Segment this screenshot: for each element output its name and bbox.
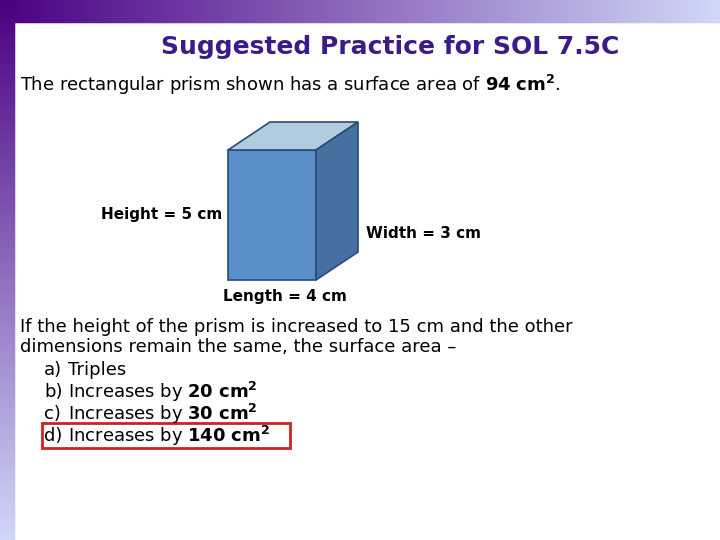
Text: Height = 5 cm: Height = 5 cm [101,207,222,222]
Text: a): a) [44,361,62,379]
Polygon shape [228,122,358,150]
Polygon shape [316,122,358,280]
Text: d): d) [44,427,63,445]
Text: Increases by $\mathbf{30\ cm^{2}}$: Increases by $\mathbf{30\ cm^{2}}$ [68,402,258,426]
Text: If the height of the prism is increased to 15 cm and the other: If the height of the prism is increased … [20,318,572,336]
Text: Suggested Practice for SOL 7.5C: Suggested Practice for SOL 7.5C [161,35,619,59]
Text: Increases by $\mathbf{140\ cm^{2}}$: Increases by $\mathbf{140\ cm^{2}}$ [68,424,270,448]
Text: Increases by $\mathbf{20\ cm^{2}}$: Increases by $\mathbf{20\ cm^{2}}$ [68,380,258,404]
Text: b): b) [44,383,63,401]
Polygon shape [228,150,316,280]
Text: Triples: Triples [68,361,126,379]
Text: Length = 4 cm: Length = 4 cm [222,288,346,303]
Text: The rectangular prism shown has a surface area of $\mathbf{94\ cm^{2}}$.: The rectangular prism shown has a surfac… [20,73,561,97]
Text: c): c) [44,405,61,423]
Text: dimensions remain the same, the surface area –: dimensions remain the same, the surface … [20,338,456,356]
Text: Width = 3 cm: Width = 3 cm [366,226,481,241]
